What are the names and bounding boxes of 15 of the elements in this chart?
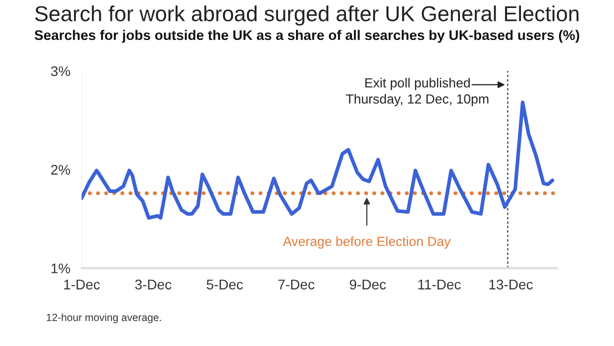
ref-line-label: Exit poll published Thursday, 12 Dec, 10pm <box>346 78 488 106</box>
x-tick-label: 7-Dec <box>278 280 314 290</box>
x-tick-label: 1-Dec <box>64 280 100 290</box>
x-tick-label: 3-Dec <box>135 280 172 290</box>
x-tick-label: 9-Dec <box>350 280 386 290</box>
x-tick-label: 13-Dec <box>489 280 533 290</box>
chart-subtitle: Searches for jobs outside the UK as a share of all searches by UK-based users (%) <box>34 30 580 43</box>
y-tick-label: 3% <box>51 66 70 76</box>
ref-line-label: Average before Election Day <box>282 236 451 249</box>
text: 12-hour moving average. <box>46 313 161 324</box>
y-tick-label: 2% <box>51 164 70 175</box>
x-tick-label: 5-Dec <box>206 280 243 290</box>
chart-title: Search for work abroad surged after UK General Election <box>35 6 578 26</box>
x-tick-label: 11-Dec <box>418 280 461 290</box>
y-tick-label: 1% <box>52 264 70 274</box>
